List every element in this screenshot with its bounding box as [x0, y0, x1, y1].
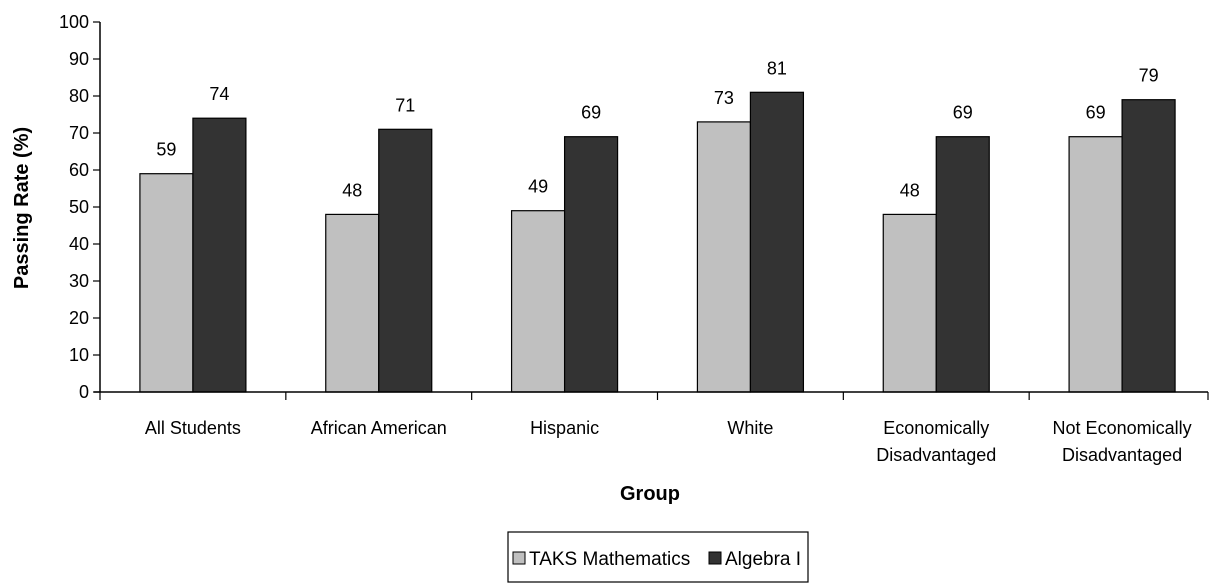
bar-algebra-i-not-economically-disadvantaged	[1121, 99, 1176, 393]
bar-algebra-i-all-students	[192, 117, 247, 393]
bar-algebra-i-hispanic	[563, 136, 619, 393]
y-axis-ticks: 0 10 20 30 40 50 60 70 80 90 100	[59, 12, 100, 402]
data-label-taks-mathematics-hispanic: 49	[528, 177, 548, 197]
y-tick-label: 100	[59, 12, 89, 32]
bar-algebra-i-african-american	[378, 128, 433, 393]
legend-swatch-algebra-i	[708, 551, 722, 565]
bar-taks-mathematics-all-students	[139, 173, 194, 393]
category-label-all-students: All Students	[145, 418, 241, 438]
legend: TAKS Mathematics Algebra I	[507, 531, 809, 583]
bar-algebra-i-economically-disadvantaged	[935, 136, 990, 393]
bar-taks-mathematics-economically-disadvantaged	[882, 213, 937, 393]
data-label-taks-mathematics-all-students: 59	[156, 140, 176, 160]
y-tick-label: 60	[69, 160, 89, 180]
category-label-african-american: African American	[311, 418, 447, 438]
x-axis-ticks	[99, 392, 1209, 400]
category-label-not-economically-disadvantaged: Not Economically Disadvantaged	[1053, 418, 1192, 465]
bar-algebra-i-white	[749, 91, 805, 393]
y-tick-label: 20	[69, 308, 89, 328]
data-label-taks-mathematics-white: 73	[714, 88, 734, 108]
x-axis-title: Group	[620, 483, 680, 505]
y-tick-label: 40	[69, 234, 89, 254]
y-axis-title: Passing Rate (%)	[11, 127, 33, 289]
data-label-algebra-i-economically-disadvantaged: 69	[953, 103, 973, 123]
y-tick-label: 90	[69, 49, 89, 69]
legend-label-taks-mathematics: TAKS Mathematics	[529, 549, 690, 570]
data-labels: 59 74 48 71 49 69 73 81 48 69 69 79	[156, 58, 1158, 200]
category-label-economically-disadvantaged: Economically Disadvantaged	[876, 418, 996, 465]
legend-swatch-taks-mathematics	[512, 551, 526, 565]
data-label-taks-mathematics-economically-disadvantaged: 48	[900, 180, 920, 200]
y-tick-label: 80	[69, 86, 89, 106]
bar-taks-mathematics-not-economically-disadvantaged	[1068, 136, 1123, 393]
data-label-algebra-i-all-students: 74	[209, 84, 229, 104]
y-tick-label: 10	[69, 345, 89, 365]
y-tick-label: 30	[69, 271, 89, 291]
category-label-white: White	[727, 418, 773, 438]
category-label-hispanic: Hispanic	[530, 418, 599, 438]
data-label-algebra-i-african-american: 71	[395, 95, 415, 115]
y-tick-label: 70	[69, 123, 89, 143]
bar-taks-mathematics-hispanic	[510, 210, 566, 393]
bar-taks-mathematics-african-american	[325, 213, 380, 393]
legend-label-algebra-i: Algebra I	[725, 549, 801, 570]
y-tick-label: 0	[79, 382, 89, 402]
data-label-algebra-i-hispanic: 69	[581, 103, 601, 123]
y-tick-label: 50	[69, 197, 89, 217]
category-labels: All Students African American Hispanic Whit…	[145, 418, 1192, 465]
data-label-taks-mathematics-african-american: 48	[342, 180, 362, 200]
data-label-taks-mathematics-not-economically-disadvantaged: 69	[1086, 103, 1106, 123]
legend-frame	[507, 531, 809, 583]
data-label-algebra-i-white: 81	[767, 58, 787, 78]
data-label-algebra-i-not-economically-disadvantaged: 79	[1139, 66, 1159, 86]
bars	[139, 91, 1176, 393]
bar-taks-mathematics-white	[696, 121, 752, 393]
